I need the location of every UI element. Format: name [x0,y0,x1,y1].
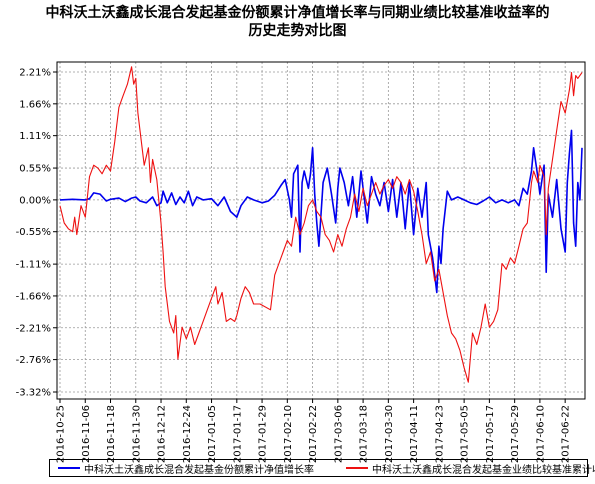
y-tick-label: 1.66% [19,99,51,110]
chart-title-line-2: 历史走势对比图 [248,23,347,39]
legend-item-benchmark: 中科沃土沃鑫成长混合发起基金业绩比较基准累计收益率 [346,461,595,476]
x-tick-label: 2017-03-06 [333,405,344,463]
chart-title-line-1: 中科沃土沃鑫成长混合发起基金份额累计净值增长率与同期业绩比较基准收益率的 [45,5,550,21]
y-tick-label: 0.55% [19,164,51,175]
x-tick-label: 2017-01-29 [258,405,269,463]
x-tick-label: 2017-05-29 [510,405,521,463]
series-line-benchmark [59,66,583,383]
legend: 中科沃土沃鑫成长混合发起基金份额累计净值增长率 中科沃土沃鑫成长混合发起基金业绩… [49,459,595,477]
legend-label-benchmark: 中科沃土沃鑫成长混合发起基金业绩比较基准累计收益率 [372,464,595,476]
x-tick-label: 2017-06-22 [561,405,572,463]
x-tick-label: 2016-10-25 [56,405,67,463]
y-tick-label: -2.21% [16,323,51,334]
grid-lines [57,62,585,399]
x-tick-label: 2016-12-24 [182,405,193,463]
legend-label-fund: 中科沃土沃鑫成长混合发起基金份额累计净值增长率 [84,464,314,476]
x-tick-label: 2017-03-30 [384,405,395,463]
legend-item-fund: 中科沃土沃鑫成长混合发起基金份额累计净值增长率 [58,461,314,476]
x-tick-label: 2016-12-12 [157,405,168,463]
series-line-fund [59,129,583,294]
x-tick-label: 2017-02-10 [283,405,294,463]
y-tick-label: 0.00% [19,195,51,206]
x-tick-label: 2016-11-06 [81,405,92,463]
y-tick-label: 1.11% [19,131,51,142]
x-tick-label: 2017-02-22 [308,405,319,463]
y-tick-label: -0.55% [16,227,51,238]
x-tick-label: 2017-05-17 [485,405,496,463]
y-axis-ticks: 2.21% 1.66% 1.11% 0.55% 0.00% -0.55% -1.11% -1.… [16,68,57,399]
x-axis-ticks: 2016-10-25 2016-11-06 2016-11-18 2016-11-30… [56,399,572,463]
legend-swatch-fund [58,467,80,469]
y-tick-label: -1.11% [16,260,51,271]
legend-swatch-benchmark [346,467,368,469]
plot-frame [56,61,586,400]
x-tick-label: 2017-04-23 [434,405,445,463]
x-tick-label: 2017-06-10 [535,405,546,463]
x-tick-label: 2017-01-05 [207,405,218,463]
y-tick-label: 2.21% [19,68,51,79]
x-tick-label: 2017-05-05 [460,405,471,463]
x-tick-label: 2017-03-18 [359,405,370,463]
x-tick-label: 2016-11-30 [131,405,142,463]
y-tick-label: -1.66% [16,291,51,302]
series-lines [59,66,583,383]
x-tick-label: 2017-04-11 [409,405,420,463]
x-tick-label: 2016-11-18 [106,405,117,463]
y-tick-label: -2.76% [16,355,51,366]
chart-title: 中科沃土沃鑫成长混合发起基金份额累计净值增长率与同期业绩比较基准收益率的 历史走… [0,4,595,40]
y-tick-label: -3.32% [16,388,51,399]
x-tick-label: 2017-01-17 [232,405,243,463]
